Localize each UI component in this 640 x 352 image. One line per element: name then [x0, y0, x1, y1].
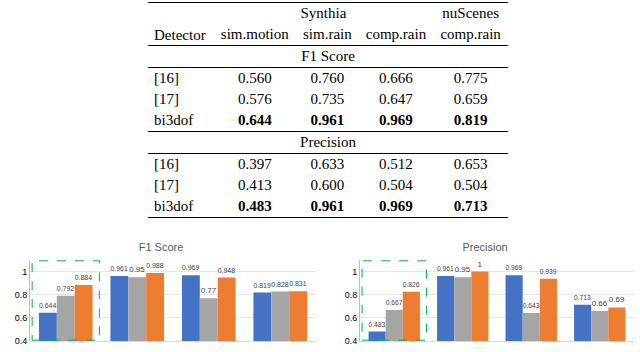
html-text:0.483: 0.483 [237, 198, 272, 214]
html-text:F1 Score: F1 Score [301, 48, 355, 64]
html-text:sim.motion: sim.motion [220, 26, 289, 42]
html-text:0.775: 0.775 [453, 70, 488, 86]
svg-text:0.831: 0.831 [289, 280, 307, 287]
svg-text:0.667: 0.667 [386, 299, 403, 306]
html-text:0.647: 0.647 [379, 91, 413, 107]
svg-text:0.961: 0.961 [110, 265, 128, 272]
svg-text:0.6: 0.6 [345, 313, 358, 323]
svg-text:0.8: 0.8 [345, 290, 358, 300]
svg-text:0.66: 0.66 [592, 299, 608, 308]
svg-text:0.643: 0.643 [523, 302, 540, 309]
html-text:sim.rain: sim.rain [303, 26, 352, 42]
html-text:bi3dof: bi3dof [154, 112, 194, 128]
svg-text:Precision: Precision [462, 241, 507, 253]
svg-text:0.4: 0.4 [15, 336, 28, 346]
html-text:comp.rain: comp.rain [365, 26, 427, 42]
svg-text:0.6: 0.6 [15, 313, 28, 323]
svg-text:0.77: 0.77 [201, 286, 217, 295]
html-text:bi3dof: bi3dof [154, 198, 194, 214]
svg-text:0.948: 0.948 [218, 267, 236, 274]
html-text:0.653: 0.653 [453, 156, 488, 172]
html-text:[16]: [16] [154, 156, 179, 172]
svg-text:0.828: 0.828 [271, 281, 289, 288]
svg-text:0.8: 0.8 [15, 290, 28, 300]
svg-text:0.969: 0.969 [506, 264, 523, 271]
html-text:0.961: 0.961 [310, 198, 345, 214]
svg-text:0.713: 0.713 [574, 294, 591, 301]
html-text:0.659: 0.659 [453, 91, 488, 107]
svg-text:0.939: 0.939 [540, 268, 557, 275]
html-text:0.600: 0.600 [310, 177, 345, 193]
html-text:0.413: 0.413 [237, 177, 272, 193]
html-text:Synthia: Synthia [300, 5, 347, 21]
html-text:0.397: 0.397 [237, 156, 272, 172]
svg-text:0.819: 0.819 [253, 282, 271, 289]
html-text:0.560: 0.560 [237, 70, 272, 86]
svg-text:1: 1 [352, 267, 357, 277]
html-text:[17]: [17] [154, 177, 179, 193]
html-text:[16]: [16] [154, 70, 179, 86]
svg-text:1: 1 [477, 260, 482, 269]
html-text:0.961: 0.961 [310, 112, 345, 128]
html-text:0.504: 0.504 [379, 177, 413, 193]
html-text:0.760: 0.760 [310, 70, 345, 86]
svg-text:F1 Score: F1 Score [139, 241, 184, 253]
html-text:0.644: 0.644 [237, 112, 272, 128]
html-text:0.576: 0.576 [237, 91, 272, 107]
html-text:0.969: 0.969 [379, 112, 413, 128]
svg-text:0.644: 0.644 [39, 302, 57, 309]
html-text:0.512: 0.512 [379, 156, 413, 172]
html-text:0.735: 0.735 [310, 91, 345, 107]
svg-text:0.969: 0.969 [182, 264, 200, 271]
svg-text:0.95: 0.95 [455, 265, 471, 274]
svg-text:0.95: 0.95 [129, 265, 145, 274]
svg-text:0.961: 0.961 [437, 265, 454, 272]
html-text:nuScenes: nuScenes [442, 5, 499, 21]
svg-text:0.884: 0.884 [75, 274, 93, 281]
html-text:0.633: 0.633 [310, 156, 345, 172]
html-text:[17]: [17] [154, 91, 179, 107]
html-text:Precision: Precision [300, 134, 356, 150]
svg-text:0.988: 0.988 [146, 262, 164, 269]
html-text:comp.rain: comp.rain [440, 26, 501, 42]
svg-text:0.826: 0.826 [403, 281, 420, 288]
html-text:0.713: 0.713 [453, 198, 488, 214]
svg-text:1: 1 [22, 267, 27, 277]
html-text:0.819: 0.819 [453, 112, 488, 128]
svg-text:0.4: 0.4 [345, 336, 358, 346]
html-text:0.666: 0.666 [379, 70, 413, 86]
html-text:0.969: 0.969 [379, 198, 413, 214]
html-text:Detector: Detector [154, 27, 206, 43]
html-text:0.504: 0.504 [453, 177, 488, 193]
svg-text:0.483: 0.483 [369, 321, 386, 328]
svg-text:0.69: 0.69 [609, 295, 625, 304]
svg-text:0.792: 0.792 [57, 285, 75, 292]
